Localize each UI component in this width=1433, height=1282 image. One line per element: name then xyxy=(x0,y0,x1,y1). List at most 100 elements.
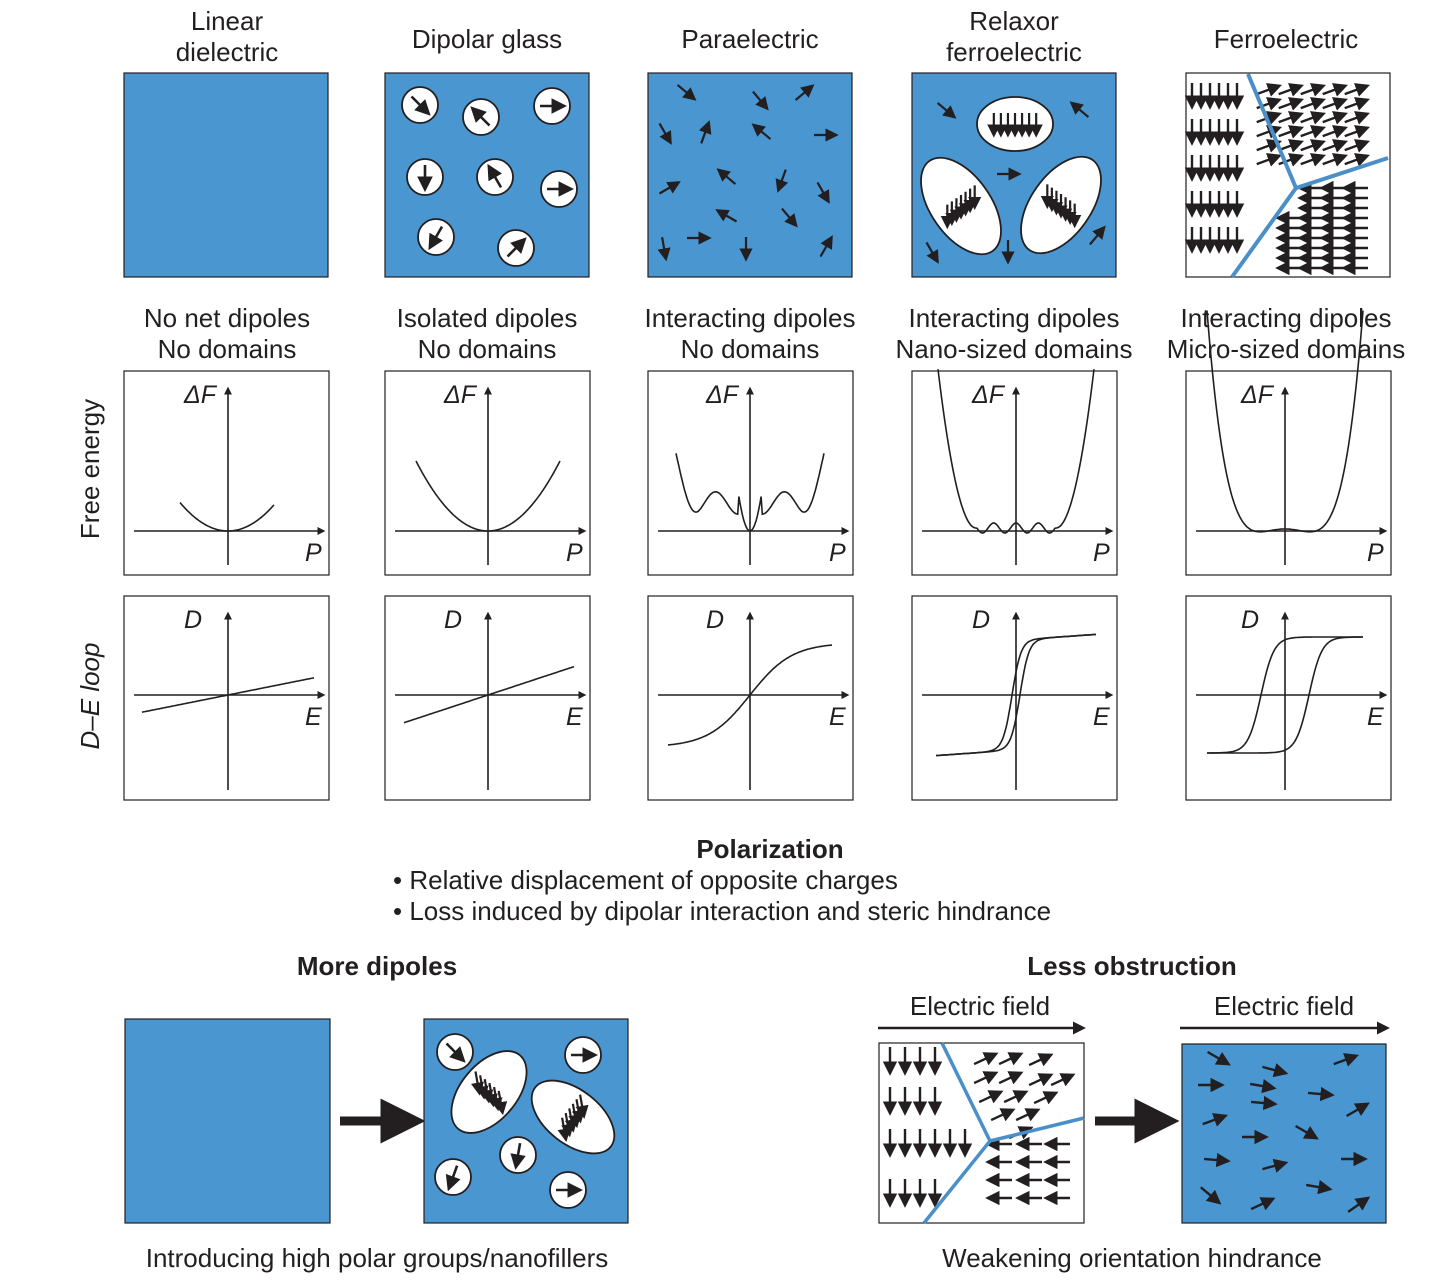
dipole-arrow xyxy=(1322,153,1348,167)
domain-wall xyxy=(1230,186,1298,279)
domain-wall xyxy=(922,1139,992,1225)
dipole-arrow xyxy=(1262,1158,1289,1173)
dipole-arrow xyxy=(1300,153,1326,167)
plot-frame xyxy=(911,595,1118,801)
x-axis-label: P xyxy=(829,539,846,567)
y-axis-label: D xyxy=(184,606,202,634)
x-axis-label: P xyxy=(305,539,322,567)
caption-more-dipoles: Introducing high polar groups/nanofiller… xyxy=(145,1243,609,1273)
dipole-arrow xyxy=(1322,97,1348,111)
dipole-arrow xyxy=(1033,1091,1059,1105)
desc-line2: No domains xyxy=(417,334,557,364)
dipole-arrow xyxy=(715,209,738,223)
nano-domain xyxy=(530,1079,616,1155)
electric-field-label-right: Electric field xyxy=(1213,991,1355,1021)
dipole-arrow xyxy=(816,181,830,204)
dipole-arrow xyxy=(1344,97,1370,111)
de-loop-linear: DE xyxy=(123,595,330,801)
de-loop-ferroelectric: DE xyxy=(1185,595,1392,801)
dipole-arrow xyxy=(1278,97,1304,111)
title-relaxor-ferroelectric: Relaxor ferroelectric xyxy=(914,6,1114,68)
polarization-heading: Polarization xyxy=(696,834,844,864)
plot-frame xyxy=(123,595,330,801)
dipole-arrow xyxy=(1344,125,1370,139)
plot-frame xyxy=(123,370,330,576)
x-axis-label: P xyxy=(1367,539,1384,567)
dipole-arrow xyxy=(1250,1095,1278,1111)
dipole-arrow xyxy=(1322,111,1348,125)
dipole-arrow xyxy=(1300,125,1326,139)
dipole-arrow xyxy=(978,1090,1004,1104)
dipole-arrow xyxy=(1028,1053,1054,1067)
nano-domain xyxy=(450,1050,528,1134)
polarization-bullet-1: • Relative displacement of opposite char… xyxy=(393,865,898,895)
title-line1: Linear xyxy=(190,6,264,36)
dipole-arrow xyxy=(1278,125,1304,139)
dipole-arrow xyxy=(1069,101,1090,118)
y-axis-label: ΔF xyxy=(183,381,218,409)
x-axis-label: E xyxy=(1367,703,1384,731)
nano-domain xyxy=(976,96,1054,152)
plot-frame xyxy=(911,370,1118,576)
de-loop-paraelectric: DE xyxy=(647,595,854,801)
dipole-arrow xyxy=(794,84,815,101)
dipole-arrow xyxy=(1347,1196,1371,1213)
dipole-arrow xyxy=(973,1071,999,1085)
plot-frame xyxy=(1185,370,1392,576)
dipole-arrow xyxy=(657,236,671,262)
de-curve-ascending xyxy=(1207,636,1363,754)
dipole-arrow xyxy=(676,84,697,101)
x-axis-label: P xyxy=(1093,539,1110,567)
dipole-arrow xyxy=(1278,111,1304,125)
dipole-arrow xyxy=(1278,139,1304,153)
less-obstruction-heading: Less obstruction xyxy=(1027,951,1237,981)
dipole-arrow xyxy=(1207,1050,1231,1066)
y-axis-label: ΔF xyxy=(1240,381,1275,409)
desc-linear-dielectric: No net dipoles No domains xyxy=(107,303,347,365)
title-line1: Paraelectric xyxy=(681,24,819,54)
desc-ferroelectric: Interacting dipoles Micro-sized domains xyxy=(1152,303,1420,365)
dipole-arrow xyxy=(1202,1113,1228,1127)
dipole-arrow xyxy=(1300,97,1326,111)
title-dipolar-glass: Dipolar glass xyxy=(387,24,587,55)
dipole-arrow xyxy=(752,90,769,111)
dipole-arrow xyxy=(1249,1078,1277,1094)
dipole-arrow xyxy=(494,1090,508,1116)
desc-line2: No domains xyxy=(680,334,820,364)
dipole-arrow xyxy=(410,95,431,116)
x-axis-label: E xyxy=(566,703,583,731)
dipole-arrow xyxy=(781,207,798,228)
dipole-arrow xyxy=(936,102,957,119)
free-energy-relaxor: ΔF P xyxy=(911,369,1118,576)
desc-relaxor: Interacting dipoles Nano-sized domains xyxy=(884,303,1144,365)
dipole-arrow xyxy=(1295,1124,1319,1140)
de-curve-lower xyxy=(935,633,1097,757)
dipole-arrow xyxy=(470,106,491,127)
title-line1: Ferroelectric xyxy=(1213,24,1359,54)
dipole-arrow xyxy=(990,1108,1016,1122)
y-axis-label: D xyxy=(1241,606,1259,634)
title-paraelectric: Paraelectric xyxy=(650,24,850,55)
dipole-arrow xyxy=(1278,83,1304,97)
dipole-arrow xyxy=(510,1142,526,1170)
dipole-arrow xyxy=(1203,1152,1231,1168)
dipole-arrow xyxy=(1256,125,1282,139)
dipole-arrow xyxy=(775,169,789,193)
dipole-arrow xyxy=(1322,139,1348,153)
title-line1: Relaxor xyxy=(969,6,1059,36)
ferro-domains-bottom xyxy=(882,1042,1085,1225)
dipole-arrow xyxy=(428,225,444,251)
energy-curve xyxy=(1206,310,1364,533)
dipole-arrow xyxy=(1256,83,1282,97)
dipole-arrow xyxy=(1346,1102,1370,1118)
y-axis-label: ΔF xyxy=(971,381,1006,409)
x-axis-label: E xyxy=(829,703,846,731)
dipole-arrow xyxy=(1300,83,1326,97)
electric-field-label-left: Electric field xyxy=(909,991,1051,1021)
title-linear-dielectric: Linear dielectric xyxy=(127,6,327,68)
x-axis-label: E xyxy=(1093,703,1110,731)
dipole-arrow xyxy=(998,1052,1024,1066)
desc-line2: No domains xyxy=(157,334,297,364)
